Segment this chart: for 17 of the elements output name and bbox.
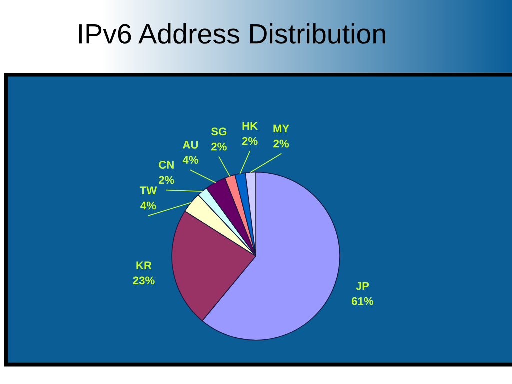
slice-label: KR: [136, 262, 152, 270]
slice-label: TW: [140, 186, 158, 194]
data-label: 4%: [182, 156, 198, 164]
data-label: 2%: [242, 137, 258, 146]
slice-label: SG: [211, 128, 227, 136]
slice-label: CN: [159, 161, 174, 169]
data-label: 2%: [274, 140, 290, 148]
data-label: 61%: [352, 297, 374, 306]
data-label: 2%: [212, 142, 227, 151]
slice-label: JP: [356, 282, 370, 290]
data-label: 2%: [158, 176, 174, 184]
slice-label: AU: [182, 141, 198, 149]
data-label: 4%: [140, 202, 156, 210]
slice-label: MY: [274, 124, 290, 132]
slice-label: HK: [242, 122, 258, 130]
chart-title: IPv6 Address Distribution: [79, 24, 386, 44]
data-label: 23%: [133, 276, 155, 285]
